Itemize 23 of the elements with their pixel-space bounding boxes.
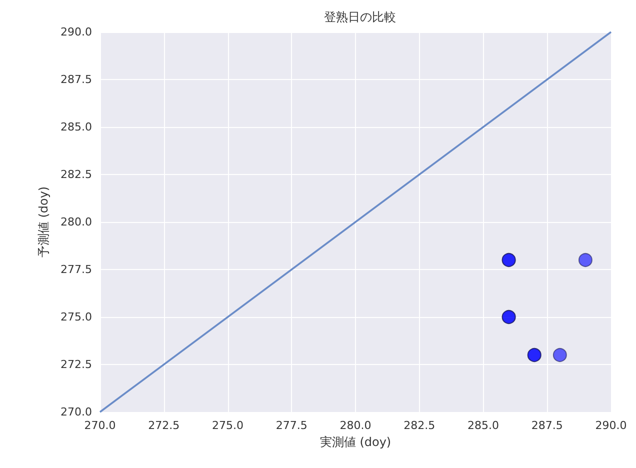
x-tick-label: 270.0 [84,419,116,432]
y-tick-label: 290.0 [60,26,92,38]
x-tick-label: 282.5 [404,419,436,432]
y-tick-label: 272.5 [60,358,92,371]
x-tick-label: 287.5 [531,419,563,432]
y-tick-label: 270.0 [60,406,92,418]
point [552,348,567,362]
x-tick-label: 285.0 [468,419,499,432]
x-tick-label: 272.5 [148,419,180,432]
x-tick-label: 277.5 [276,419,308,432]
chart-title: 登熟日の比較 [324,10,396,24]
x-tick-label: 290.0 [595,419,627,432]
y-tick-label: 287.5 [60,73,92,86]
point [578,253,592,267]
y-tick-label: 282.5 [60,168,92,181]
y-axis-title: 予測値 (doy) [36,186,51,258]
x-tick-label: 275.0 [212,419,244,432]
y-tick-label: 275.0 [60,310,92,324]
y-tick-label: 277.5 [60,263,92,276]
y-tick-label: 285.0 [60,120,92,134]
x-axis-title: 実測値 (doy) [320,435,392,449]
y-tick-label: 280.0 [60,216,92,228]
x-tick-label: 280.0 [340,419,372,432]
